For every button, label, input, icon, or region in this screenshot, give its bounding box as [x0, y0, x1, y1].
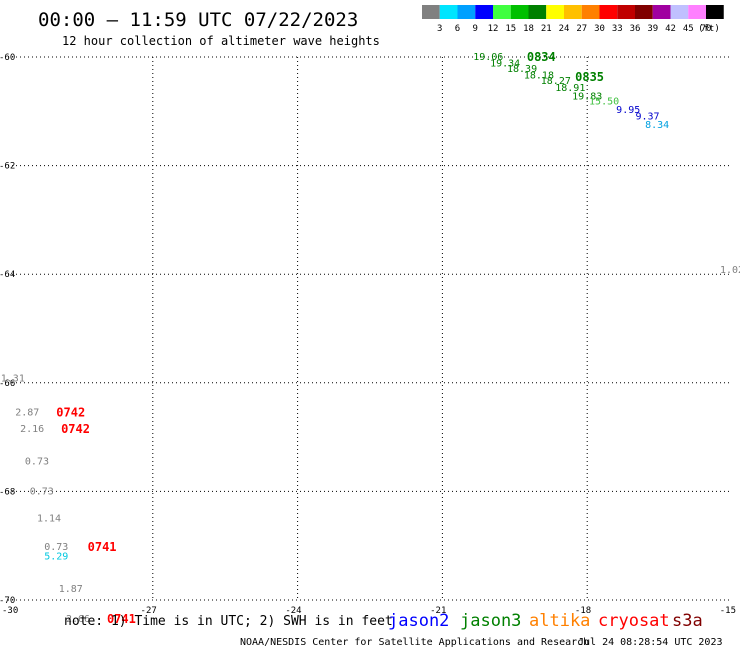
color-scale-swatch — [493, 5, 511, 19]
legend-satellite-jason3: jason3 — [460, 611, 521, 631]
color-scale-swatch — [564, 5, 582, 19]
swh-point-label: 9.95 — [616, 105, 640, 116]
footer-credit: NOAA/NESDIS Center for Satellite Applica… — [240, 637, 589, 648]
swh-point-label: 19.06 — [473, 52, 503, 63]
data-points: 19.0619.3418.3918.1818.2718.9119.8315.50… — [1, 50, 740, 626]
x-tick-label: -30 — [2, 606, 18, 616]
color-scale-label: 9 — [473, 24, 478, 34]
color-scale-swatch — [706, 5, 724, 19]
color-scale-swatch — [581, 5, 600, 19]
swh-point-label: 18.39 — [507, 64, 537, 75]
color-scale-swatch — [528, 5, 547, 19]
swh-point-label: 2.66 — [66, 614, 90, 625]
swh-point-label: 8.34 — [645, 120, 669, 131]
color-scale-label: 45 — [683, 24, 694, 34]
pass-time-label: 0741 — [107, 612, 136, 626]
x-tick-label: -27 — [141, 606, 157, 616]
swh-point-label: 1.02 — [720, 265, 740, 276]
legend-satellite-altika: altika — [529, 611, 590, 631]
axis-ticks: -30 -27 -24 -21 -18 -15 -60 -62 -64 -66 -68 -70 — [0, 53, 736, 616]
swh-point-label: 18.27 — [541, 76, 571, 87]
x-tick-label: -18 — [575, 606, 591, 616]
color-scale-swatch — [475, 5, 493, 19]
y-tick-label: -64 — [0, 270, 15, 280]
color-scale-label: 70 — [701, 24, 712, 34]
color-scale-swatch — [457, 5, 476, 19]
swh-point-label: 19.34 — [490, 59, 520, 70]
pass-time-label: 0834 — [527, 50, 556, 64]
chart-subtitle: 12 hour collection of altimeter wave hei… — [62, 34, 380, 48]
swh-point-label: 2.87 — [15, 408, 39, 419]
color-scale-label: 24 — [559, 24, 570, 34]
swh-point-label: 18.91 — [555, 83, 585, 94]
color-scale-swatch — [635, 5, 653, 19]
color-scale-swatch — [652, 5, 671, 19]
legend-note: note: 1) Time is in UTC; 2) SWH is in fe… — [64, 614, 393, 629]
swh-point-label: 9.37 — [635, 112, 659, 123]
legend-satellite-cryosat: cryosat — [598, 611, 670, 631]
color-scale-label: 18 — [523, 24, 534, 34]
x-tick-label: -24 — [285, 606, 301, 616]
y-tick-label: -70 — [0, 596, 15, 606]
map-grid — [8, 56, 732, 601]
color-scale-label: 30 — [594, 24, 605, 34]
x-tick-label: -15 — [720, 606, 736, 616]
satellite-legend: note: 1) Time is in UTC; 2) SWH is in fe… — [64, 611, 703, 631]
color-scale-swatch — [617, 5, 635, 19]
y-tick-label: -68 — [0, 487, 15, 497]
color-scale-swatch — [510, 5, 529, 19]
swh-point-label: 1.87 — [59, 584, 83, 595]
y-tick-label: -60 — [0, 53, 15, 63]
color-scale-swatch — [422, 5, 440, 19]
footer-timestamp: Jul 24 08:28:54 UTC 2023 — [578, 637, 723, 648]
swh-point-label: 1.31 — [1, 373, 25, 384]
color-scale-label: 42 — [665, 24, 676, 34]
color-scale-legend: 3 6 9 12 15 18 21 24 27 30 33 36 39 42 45 70(ft) — [422, 5, 724, 34]
swh-point-label: 19.83 — [572, 92, 602, 103]
color-scale-label: 15 — [505, 24, 516, 34]
swh-point-label: 0.73 — [30, 486, 54, 497]
swh-point-label: 15.50 — [589, 97, 619, 108]
color-scale-label: 39 — [647, 24, 658, 34]
color-scale-label: 21 — [541, 24, 552, 34]
swh-point-label: 0.73 — [25, 457, 49, 468]
swh-point-label: 18.18 — [524, 70, 554, 81]
pass-time-label: 0835 — [575, 70, 604, 84]
color-scale-label: 6 — [455, 24, 460, 34]
color-scale-swatch — [439, 5, 458, 19]
color-scale-swatch — [670, 5, 689, 19]
color-scale-swatch — [688, 5, 706, 19]
color-scale-unit: (ft) — [698, 24, 720, 34]
color-scale-label: 12 — [488, 24, 499, 34]
color-scale-swatch — [546, 5, 564, 19]
swh-point-label: 0.73 — [44, 542, 68, 553]
color-scale-swatch — [599, 5, 618, 19]
swh-point-label: 5.29 — [44, 552, 68, 563]
color-scale-label: 36 — [630, 24, 641, 34]
pass-time-label: 0741 — [88, 540, 117, 554]
color-scale-label: 27 — [576, 24, 587, 34]
legend-satellite-jason2: jason2 — [388, 611, 449, 631]
pass-time-label: 0742 — [56, 406, 85, 420]
swh-point-label: 1.14 — [37, 514, 61, 525]
legend-satellite-s3a: s3a — [672, 611, 703, 631]
swh-point-label: 2.16 — [20, 424, 44, 435]
y-tick-label: -66 — [0, 379, 15, 389]
y-tick-label: -62 — [0, 162, 15, 172]
pass-time-label: 0742 — [61, 422, 90, 436]
x-tick-label: -21 — [430, 606, 446, 616]
color-scale-label: 33 — [612, 24, 623, 34]
color-scale-label: 3 — [437, 24, 442, 34]
chart-title: 00:00 – 11:59 UTC 07/22/2023 — [38, 9, 358, 31]
